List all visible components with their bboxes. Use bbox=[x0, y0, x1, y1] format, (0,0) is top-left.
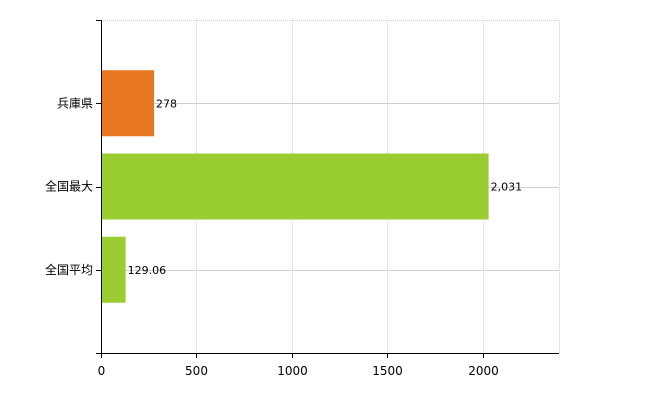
category-label: 全国平均 bbox=[45, 262, 93, 277]
data-label: 129.06 bbox=[128, 264, 167, 277]
bar bbox=[101, 153, 489, 220]
label-layer: 278 兵庫県 2,031 全国最大 129.06 全国平均 0 500 1000 1500 200… bbox=[45, 96, 522, 378]
x-tick-label: 2000 bbox=[468, 364, 499, 378]
category-label: 兵庫県 bbox=[57, 96, 93, 110]
bar bbox=[101, 236, 126, 303]
x-tick-label: 500 bbox=[185, 364, 208, 378]
x-tick-label: 1000 bbox=[277, 364, 308, 378]
x-tick-label: 0 bbox=[98, 364, 106, 378]
data-label: 278 bbox=[156, 97, 177, 110]
category-label: 全国最大 bbox=[45, 179, 93, 194]
bar bbox=[101, 70, 155, 137]
axis-layer bbox=[96, 20, 559, 358]
data-label: 2,031 bbox=[491, 181, 523, 194]
x-tick-label: 1500 bbox=[372, 364, 403, 378]
bar-layer bbox=[101, 70, 489, 303]
